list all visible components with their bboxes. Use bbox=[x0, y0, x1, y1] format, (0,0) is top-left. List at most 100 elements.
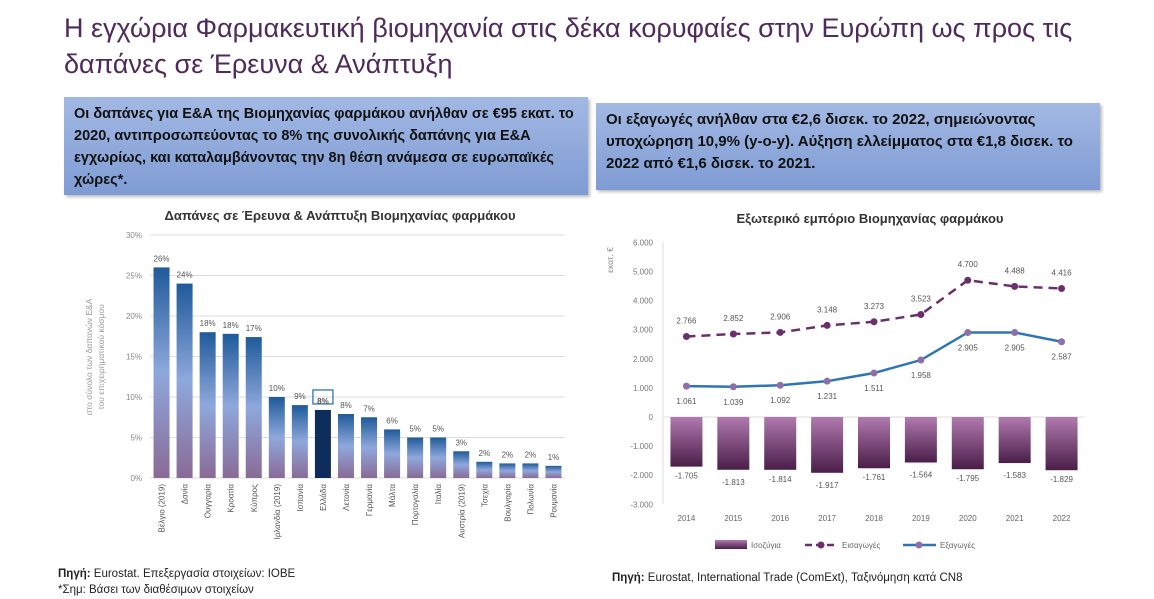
x-tick-label: Ελλάδα bbox=[319, 484, 328, 511]
bar bbox=[522, 463, 539, 478]
y-tick-label: 20% bbox=[126, 312, 142, 321]
imports-data-label: 4.416 bbox=[1052, 268, 1073, 277]
legend-balance-label: Ισοζύγια bbox=[751, 541, 781, 550]
imports-data-label: 3.523 bbox=[911, 294, 932, 303]
imports-point bbox=[870, 318, 878, 326]
note-left: *Σημ: Βάσει των διαθέσιμων στοιχείων bbox=[58, 584, 254, 596]
exports-point bbox=[776, 381, 784, 389]
imports-data-label: 4.700 bbox=[958, 260, 979, 269]
bar bbox=[407, 437, 424, 478]
balance-data-label: -1.814 bbox=[769, 475, 792, 484]
x-tick-label: Κύπρος bbox=[250, 484, 259, 512]
rd-summary-box: Οι δαπάνες για Ε&Α της Βιομηχανίας φαρμά… bbox=[64, 97, 588, 195]
balance-bar bbox=[811, 417, 844, 473]
imports-point bbox=[776, 328, 784, 336]
balance-data-label: -1.705 bbox=[675, 472, 698, 481]
balance-data-label: -1.917 bbox=[816, 481, 839, 490]
source-right-label: Πηγή: bbox=[612, 572, 645, 584]
y-axis-label: στο σύνολο των δαπανών Ε&Α bbox=[84, 298, 94, 415]
x-tick-label: Ισπανία bbox=[296, 484, 305, 512]
balance-data-label: -1.583 bbox=[1003, 471, 1026, 480]
bar bbox=[476, 461, 493, 478]
exports-point bbox=[1058, 338, 1066, 346]
y-tick-label: -3.000 bbox=[630, 500, 653, 509]
x-tick-label: Βέλγιο (2019) bbox=[158, 484, 167, 533]
bar-data-label: 5% bbox=[409, 425, 421, 434]
page-title: Η εγχώρια Φαρμακευτική βιομηχανία στις δ… bbox=[64, 13, 1073, 79]
y-tick-label: 25% bbox=[126, 272, 142, 281]
bar-data-label: 6% bbox=[386, 416, 398, 425]
exports-point bbox=[729, 383, 737, 391]
y-axis-label-line2: του επιχειρηματικού κόσμου bbox=[96, 304, 106, 410]
x-tick-label: Πολωνία bbox=[526, 484, 535, 515]
balance-data-label: -1.795 bbox=[956, 474, 979, 483]
bar-data-label: 8% bbox=[340, 401, 352, 410]
x-tick-label: Λετονία bbox=[342, 484, 351, 511]
x-tick-label: Αυστρία (2019) bbox=[457, 484, 466, 538]
x-tick-label: 2020 bbox=[959, 514, 977, 523]
bar-data-label: 7% bbox=[363, 404, 375, 413]
exports-data-label: 1.061 bbox=[676, 397, 697, 406]
y-tick-label: 5.000 bbox=[633, 268, 654, 277]
imports-point bbox=[917, 310, 925, 318]
bar-data-label: 5% bbox=[432, 425, 444, 434]
bar bbox=[384, 429, 401, 478]
source-left: Πηγή: Eurostat. Επεξεργασία στοιχείων: Ι… bbox=[58, 568, 295, 580]
bar bbox=[199, 332, 216, 478]
balance-bar bbox=[717, 417, 750, 470]
legend-imports-marker bbox=[817, 541, 825, 549]
imports-point bbox=[682, 333, 690, 341]
y-tick-label: 3.000 bbox=[633, 326, 654, 335]
exports-point bbox=[964, 328, 972, 336]
exports-point bbox=[1011, 328, 1019, 336]
exports-point bbox=[682, 382, 690, 390]
balance-bar bbox=[904, 417, 937, 463]
x-tick-label: 2018 bbox=[865, 514, 883, 523]
bar bbox=[337, 414, 354, 478]
source-right: Πηγή: Eurostat, International Trade (Com… bbox=[612, 572, 963, 584]
x-tick-label: 2022 bbox=[1053, 514, 1071, 523]
imports-point bbox=[823, 321, 831, 329]
trade-summary-box: Οι εξαγωγές ανήλθαν στα €2,6 δισεκ. το 2… bbox=[596, 103, 1100, 190]
x-tick-label: 2016 bbox=[771, 514, 789, 523]
exports-point bbox=[823, 377, 831, 385]
balance-bar bbox=[998, 417, 1031, 464]
imports-point bbox=[729, 330, 737, 338]
x-tick-label: 2014 bbox=[678, 514, 696, 523]
exports-data-label: 1.039 bbox=[723, 398, 744, 407]
balance-data-label: -1.813 bbox=[722, 478, 745, 487]
bar-data-label: 26% bbox=[154, 254, 170, 263]
bar bbox=[222, 333, 239, 478]
y-tick-label: 0% bbox=[130, 474, 142, 483]
y-tick-label: 4.000 bbox=[633, 297, 654, 306]
imports-point bbox=[1058, 284, 1066, 292]
y-tick-label: 30% bbox=[126, 231, 142, 240]
imports-point bbox=[1011, 282, 1019, 290]
exports-data-label: 1.092 bbox=[770, 396, 791, 405]
imports-data-label: 2.852 bbox=[723, 314, 744, 323]
x-tick-label: Ιταλία bbox=[434, 484, 443, 505]
bar-data-label: 9% bbox=[294, 392, 306, 401]
y-tick-label: 2.000 bbox=[633, 355, 654, 364]
exports-data-label: 2.905 bbox=[958, 343, 979, 352]
x-tick-label: Βουλγαρία bbox=[503, 484, 512, 522]
legend-exports-label: Εξαγωγές bbox=[940, 541, 975, 550]
y-tick-label: 15% bbox=[126, 353, 142, 362]
bar-data-label: 2% bbox=[525, 450, 537, 459]
x-tick-label: 2015 bbox=[724, 514, 742, 523]
bar bbox=[291, 405, 308, 478]
bar-data-label: 17% bbox=[246, 324, 262, 333]
imports-point bbox=[964, 276, 972, 284]
bar-data-label: 18% bbox=[223, 321, 239, 330]
trade-chart-title: Εξωτερικό εμπόριο Βιομηχανίας φαρμάκου bbox=[736, 211, 1004, 226]
source-left-text: Eurostat. Επεξεργασία στοιχείων: ΙΟΒΕ bbox=[90, 568, 296, 580]
balance-bar bbox=[858, 417, 890, 469]
bar-data-label: 2% bbox=[479, 449, 491, 458]
balance-bar bbox=[764, 417, 797, 470]
bar bbox=[430, 437, 447, 478]
legend-exports-marker bbox=[915, 541, 923, 549]
y-tick-label: 5% bbox=[130, 434, 142, 443]
bar-data-label: 8% bbox=[317, 397, 329, 406]
bar-data-label: 18% bbox=[200, 319, 216, 328]
